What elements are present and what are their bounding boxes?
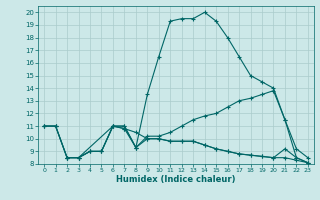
X-axis label: Humidex (Indice chaleur): Humidex (Indice chaleur) — [116, 175, 236, 184]
